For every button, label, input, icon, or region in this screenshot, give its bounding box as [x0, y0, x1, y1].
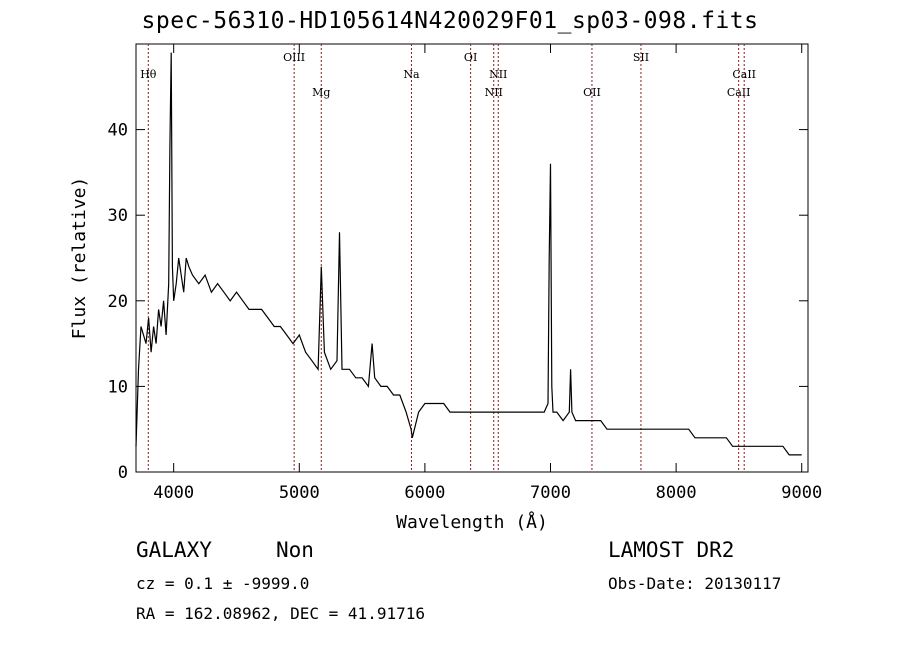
- y-tick-label: 20: [108, 292, 128, 312]
- x-tick-label: 6000: [404, 483, 445, 503]
- x-tick-label: 8000: [656, 483, 697, 503]
- chart-title: spec-56310-HD105614N420029F01_sp03-098.f…: [141, 8, 759, 34]
- x-tick-label: 4000: [153, 483, 194, 503]
- y-tick-label: 30: [108, 206, 128, 226]
- x-axis-label: Wavelength (Å): [396, 511, 548, 533]
- object-class: GALAXY: [136, 538, 212, 562]
- spectral-line-label: OII: [583, 86, 601, 99]
- spectral-line-label: SII: [633, 51, 649, 64]
- redshift-text: cz = 0.1 ± -9999.0: [136, 574, 310, 593]
- spectral-line-label: Na: [403, 68, 420, 81]
- x-tick-label: 9000: [781, 483, 822, 503]
- survey-name: LAMOST DR2: [608, 538, 735, 562]
- y-tick-label: 0: [118, 463, 128, 483]
- plot-frame: [135, 43, 809, 473]
- spectral-line-label: CaII: [727, 86, 751, 99]
- spectral-line-label: OIII: [283, 51, 305, 64]
- y-axis-label: Flux (relative): [69, 177, 90, 340]
- spectral-line-label: NII: [489, 68, 507, 81]
- spectral-line-label: Hθ: [140, 68, 157, 81]
- coordinates-text: RA = 162.08962, DEC = 41.91716: [136, 604, 425, 623]
- spectrum-line: [135, 52, 802, 456]
- object-subclass: Non: [276, 538, 314, 562]
- y-tick-label: 40: [108, 121, 128, 141]
- observation-date: Obs-Date: 20130117: [608, 574, 782, 593]
- x-tick-label: 7000: [530, 483, 571, 503]
- y-tick-label: 10: [108, 377, 128, 397]
- spectral-line-label: OI: [464, 51, 477, 64]
- spectral-line-label: NII: [485, 86, 503, 99]
- spectral-line-label: CaII: [732, 68, 756, 81]
- spectral-line-label: Mg: [312, 86, 330, 99]
- x-tick-label: 5000: [279, 483, 320, 503]
